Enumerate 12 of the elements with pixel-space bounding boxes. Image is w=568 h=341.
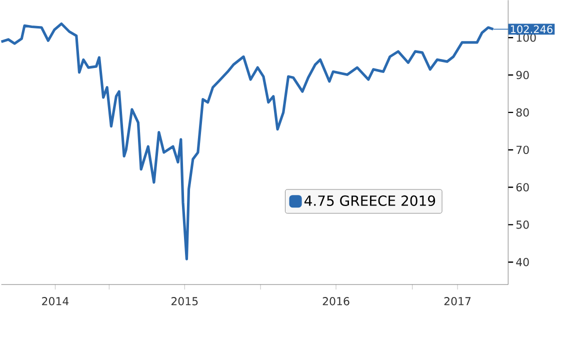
y-tick-label: 40	[516, 258, 529, 266]
annotation: 102.246	[510, 25, 552, 33]
y-tick-label: 60	[516, 182, 529, 192]
y-tick-label: 70	[516, 145, 529, 154]
x-tick-label: 2016	[322, 296, 350, 306]
x-tick-label: 2015	[171, 296, 198, 306]
legend-label: 4.75 GREECE 2019	[304, 195, 436, 206]
y-tick-label: 80	[516, 108, 529, 116]
y-tick-label: 50	[516, 220, 529, 229]
x-tick-label: 2017	[444, 296, 471, 306]
y-tick-label: 90	[516, 70, 529, 79]
x-tick-label: 2014	[42, 296, 69, 306]
